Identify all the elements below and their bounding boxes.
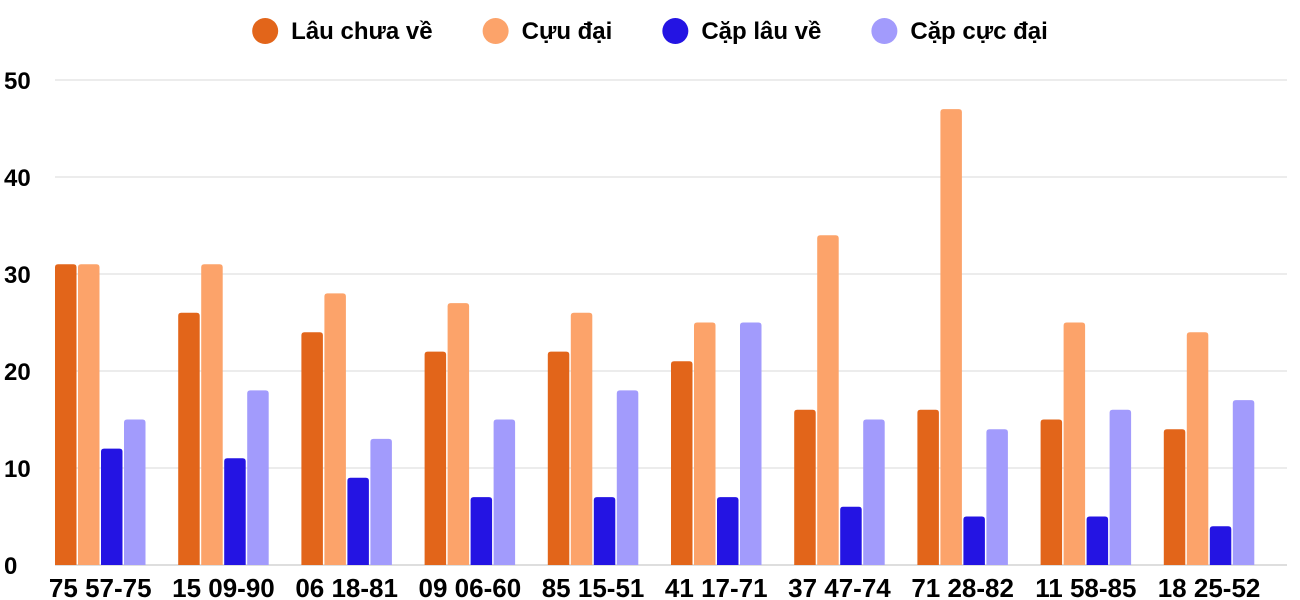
bar: [1063, 322, 1086, 565]
bar: [740, 322, 762, 565]
x-category-label: 75 57-75: [49, 573, 152, 600]
bars: [55, 109, 1255, 565]
bar: [370, 438, 392, 565]
bar: [963, 516, 985, 565]
x-category-label: 11 58-85: [1035, 573, 1136, 600]
legend-label: Cựu đại: [522, 18, 613, 45]
bar: [224, 458, 246, 565]
bar: [1086, 516, 1109, 565]
legend-item: Cặp lâu về: [662, 18, 821, 45]
bar: [447, 303, 470, 565]
bar: [840, 506, 862, 565]
bar: [493, 419, 516, 565]
bar: [616, 390, 639, 565]
bar: [694, 322, 716, 565]
bar: [178, 312, 200, 565]
x-category-label: 18 25-52: [1158, 573, 1261, 600]
legend-label: Lâu chưa về: [291, 18, 432, 45]
bar: [794, 409, 816, 565]
bar: [347, 477, 369, 565]
bar: [863, 419, 885, 565]
y-tick-label: 50: [4, 68, 31, 95]
x-axis-labels: 75 57-75 15 09-90 06 18-81 09 06-60 85 15-51…: [49, 573, 1260, 600]
bar: [917, 409, 939, 565]
bar: [547, 351, 570, 565]
y-tick-label: 20: [4, 359, 31, 386]
y-axis-ticks: 0 10 20 30 40 50: [4, 68, 31, 580]
x-category-label: 09 06-60: [419, 573, 522, 600]
bar: [201, 264, 223, 565]
bar: [1209, 526, 1232, 565]
bar: [324, 293, 346, 565]
bar: [247, 390, 269, 565]
legend-swatch: [871, 18, 898, 44]
legend-swatch: [252, 18, 279, 44]
legend-item: Cựu đại: [482, 18, 613, 45]
bar: [593, 497, 616, 565]
bar: [986, 429, 1008, 565]
y-tick-label: 40: [4, 165, 31, 192]
bar: [817, 235, 839, 565]
legend-label: Cặp lâu về: [701, 18, 821, 45]
bar: [1163, 429, 1186, 565]
bar: [55, 264, 77, 565]
y-tick-label: 0: [4, 553, 17, 580]
legend-label: Cặp cực đại: [910, 18, 1047, 45]
x-category-label: 37 47-74: [788, 573, 891, 600]
bar: [940, 109, 962, 565]
bar: [301, 332, 323, 565]
x-category-label: 06 18-81: [295, 573, 398, 600]
legend-swatch: [482, 18, 509, 44]
legend-item: Cặp cực đại: [871, 18, 1048, 45]
legend-item: Lâu chưa về: [252, 18, 433, 45]
bar: [1232, 400, 1255, 565]
bar: [717, 497, 739, 565]
bar: [570, 312, 593, 565]
bar: [1109, 409, 1132, 565]
legend-swatch: [662, 18, 689, 44]
bar: [1186, 332, 1209, 565]
bar: [101, 448, 123, 565]
bar: [424, 351, 447, 565]
bar: [671, 361, 693, 565]
x-category-label: 41 17-71: [665, 573, 768, 600]
bar: [1040, 419, 1063, 565]
x-category-label: 71 28-82: [911, 573, 1014, 600]
bar: [78, 264, 100, 565]
y-tick-label: 10: [4, 456, 31, 483]
y-tick-label: 30: [4, 262, 31, 289]
x-category-label: 85 15-51: [542, 573, 645, 600]
bar: [470, 497, 493, 565]
x-category-label: 15 09-90: [172, 573, 275, 600]
bar: [124, 419, 146, 565]
legend: Lâu chưa về Cựu đại Cặp lâu về Cặp cực đại: [252, 18, 1048, 45]
